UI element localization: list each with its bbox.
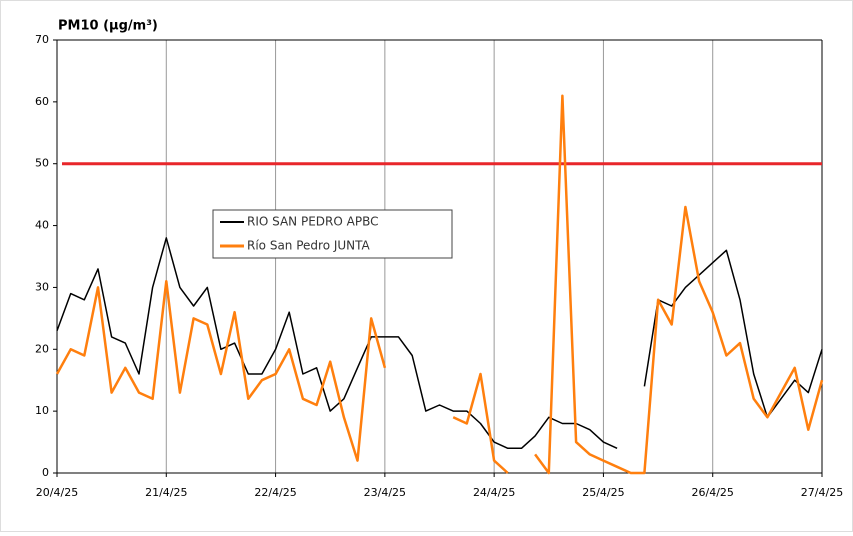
- legend: RIO SAN PEDRO APBC Río San Pedro JUNTA: [212, 209, 453, 259]
- y-tick-label: 20: [35, 342, 49, 355]
- x-tick-label: 23/4/25: [364, 486, 406, 499]
- x-tick-label: 22/4/25: [254, 486, 296, 499]
- x-tick-label: 21/4/25: [145, 486, 187, 499]
- y-tick-label: 50: [35, 157, 49, 170]
- series-line: [55, 94, 824, 475]
- legend-box: [212, 209, 453, 259]
- y-tick-label: 10: [35, 404, 49, 417]
- legend-label: RIO SAN PEDRO APBC: [247, 215, 378, 229]
- x-tick-label: 24/4/25: [473, 486, 515, 499]
- x-tick-label: 20/4/25: [36, 486, 78, 499]
- x-tick-label: 26/4/25: [692, 486, 734, 499]
- x-tick-label: 27/4/25: [801, 486, 843, 499]
- y-tick-label: 30: [35, 280, 49, 293]
- chart-title: PM10 (µg/m³): [58, 19, 158, 34]
- y-tick-label: 40: [35, 219, 49, 232]
- x-tick-label: 25/4/25: [582, 486, 624, 499]
- y-tick-label: 60: [35, 95, 49, 108]
- y-tick-label: 70: [35, 33, 49, 46]
- legend-label: Río San Pedro JUNTA: [247, 239, 371, 253]
- y-tick-label: 0: [42, 466, 49, 479]
